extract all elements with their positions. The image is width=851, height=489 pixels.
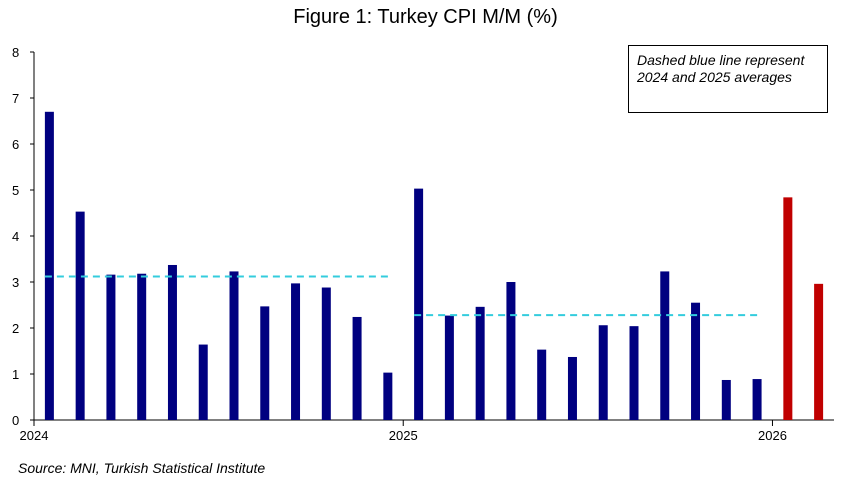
bar [783,197,793,420]
y-tick-label: 4 [12,229,19,244]
bar [629,326,639,420]
bar [444,315,454,420]
reference-lines [44,275,762,317]
bar [167,264,177,420]
bar [229,271,239,420]
bar [291,283,301,420]
bar [321,287,331,420]
y-tick-label: 5 [12,183,19,198]
y-tick-label: 8 [12,45,19,60]
bar [598,325,608,420]
bar [44,111,54,421]
chart-title: Figure 1: Turkey CPI M/M (%) [293,6,558,28]
bar [537,349,547,420]
bar [75,211,85,420]
bar [814,283,824,420]
x-tick-label: 2026 [758,428,787,443]
x-tick-label: 2025 [389,428,418,443]
bar [383,372,393,420]
bar [691,302,701,420]
bar [660,271,670,420]
bar [260,306,270,420]
bars [44,111,824,421]
y-tick-label: 0 [12,413,19,428]
y-tick-label: 7 [12,91,19,106]
y-tick-label: 3 [12,275,19,290]
y-tick-label: 2 [12,321,19,336]
x-tick-label: 2024 [20,428,49,443]
bar [414,188,424,420]
source-note: Source: MNI, Turkish Statistical Institu… [18,460,266,476]
annotation-box: Dashed blue line represent 2024 and 2025… [628,45,828,113]
bar [567,356,577,420]
bar [106,274,116,420]
bar [352,316,362,420]
bar [137,273,147,420]
bar [198,344,208,420]
bar [475,306,485,420]
bar [752,379,762,420]
y-tick-label: 1 [12,367,19,382]
bar [506,282,516,420]
bar [721,379,731,420]
y-tick-label: 6 [12,137,19,152]
axes: 0 1 2 3 4 5 6 7 8 2024 2025 2026 [12,45,834,443]
